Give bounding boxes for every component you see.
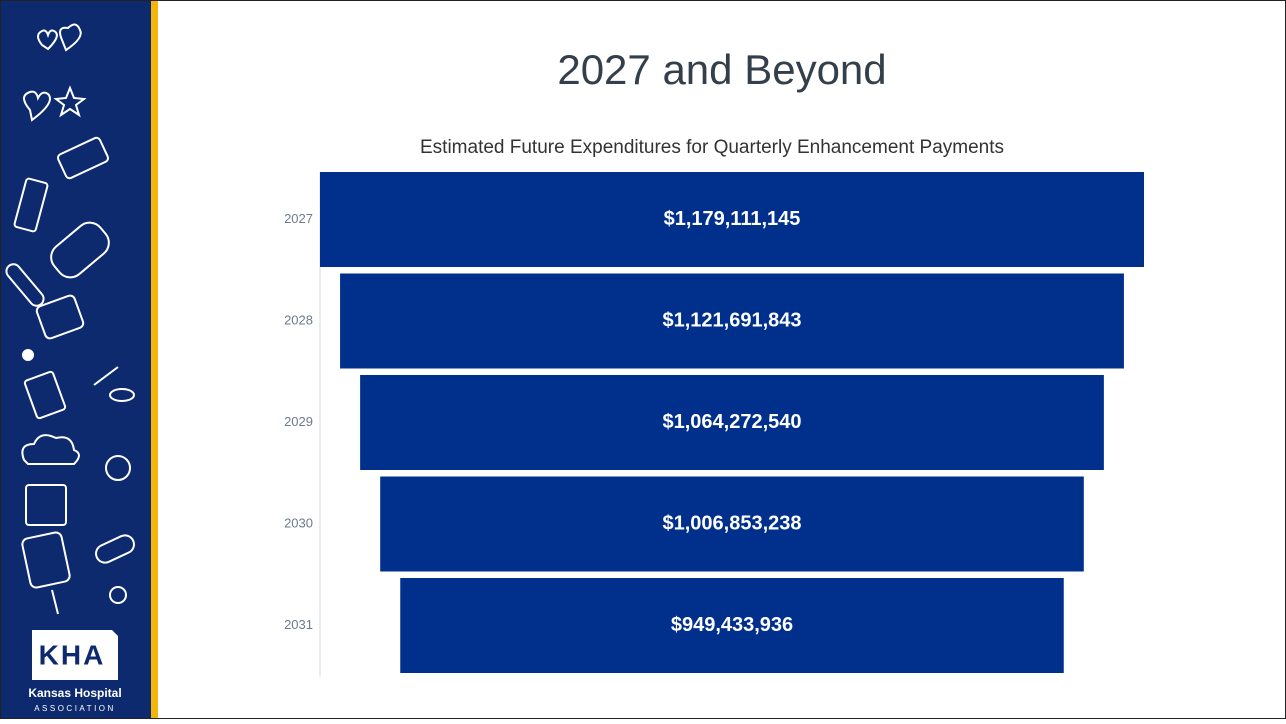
category-label: 2029 — [284, 414, 313, 429]
chart-title: 2027 and Beyond — [557, 46, 886, 93]
value-label: $949,433,936 — [671, 614, 793, 636]
chart-subtitle: Estimated Future Expenditures for Quarte… — [420, 137, 1004, 158]
sidebar-stripe — [151, 1, 158, 718]
value-label: $1,006,853,238 — [662, 512, 801, 534]
sidebar — [1, 1, 151, 718]
logo-letters: KHA — [39, 639, 106, 670]
logo-name: Kansas Hospital — [28, 686, 121, 700]
category-label: 2028 — [284, 312, 313, 327]
value-label: $1,121,691,843 — [662, 309, 801, 331]
category-label: 2027 — [284, 211, 313, 226]
value-label: $1,064,272,540 — [662, 411, 801, 433]
logo-tagline: ASSOCIATION — [34, 704, 116, 713]
slide: KHA Kansas Hospital ASSOCIATION 2027 and… — [0, 0, 1286, 719]
category-label: 2030 — [284, 515, 313, 530]
category-label: 2031 — [284, 617, 313, 632]
value-label: $1,179,111,145 — [664, 208, 801, 230]
